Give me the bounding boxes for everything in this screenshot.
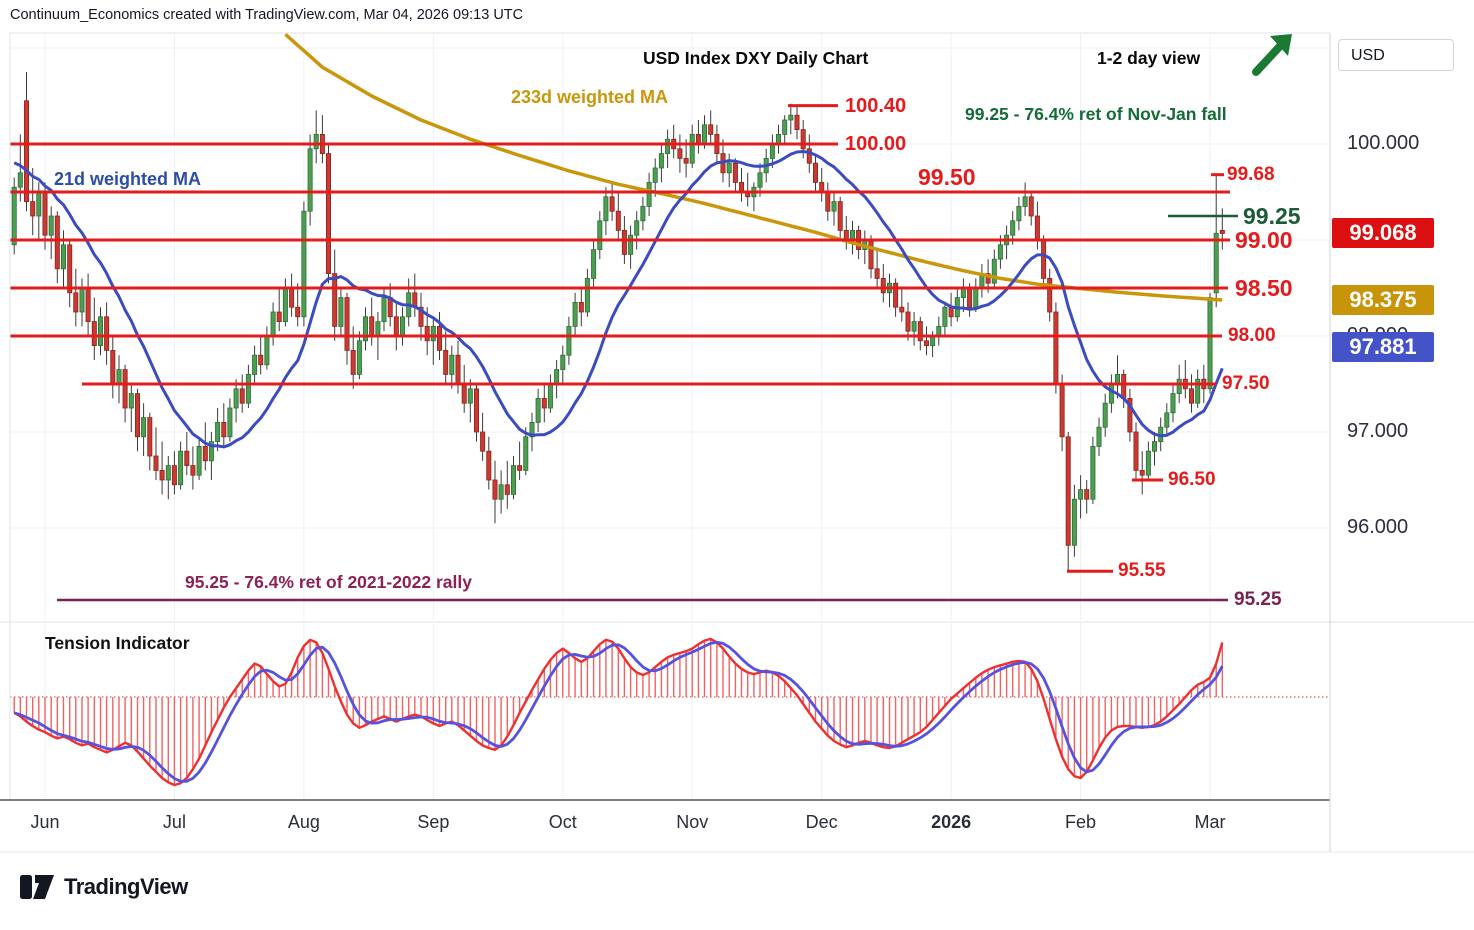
price-axis-badge: 99.068 xyxy=(1332,218,1434,249)
price-axis-tick: 96.000 xyxy=(1347,516,1409,538)
price-level-label: 99.68 xyxy=(1227,163,1275,185)
time-axis-label: Sep xyxy=(417,812,450,832)
retracement-novjan-label: 99.25 - 76.4% ret of Nov-Jan fall xyxy=(965,104,1227,124)
time-axis-label: Aug xyxy=(287,812,320,832)
price-axis-tick: 97.000 xyxy=(1347,420,1409,442)
time-axis-label: 2026 xyxy=(931,812,972,832)
time-axis-label: Jun xyxy=(30,812,60,832)
time-axis-label: Feb xyxy=(1065,812,1097,832)
retracement-2021-2022-label: 95.25 - 76.4% ret of 2021-2022 rally xyxy=(185,572,472,592)
trend-up-arrow-icon xyxy=(1252,34,1292,76)
ma21-label: 21d weighted MA xyxy=(54,169,202,189)
time-axis-label: Mar xyxy=(1194,812,1226,832)
view-horizon-label: 1-2 day view xyxy=(1097,48,1201,68)
price-axis-tick: 100.000 xyxy=(1347,132,1420,154)
tradingview-logo-icon xyxy=(20,875,54,899)
price-level-label: 95.55 xyxy=(1118,560,1166,582)
price-axis-badge: 98.375 xyxy=(1332,285,1434,315)
ma233-label: 233d weighted MA xyxy=(511,87,669,107)
tradingview-logo[interactable]: TradingView xyxy=(20,872,188,902)
time-axis-label: Oct xyxy=(548,812,577,832)
price-level-label: 98.50 xyxy=(1235,275,1293,301)
brand-name: TradingView xyxy=(64,874,188,899)
attribution-text: Continuum_Economics created with Trading… xyxy=(10,7,524,23)
price-level-label: 99.00 xyxy=(1235,227,1293,253)
time-axis-label: Nov xyxy=(676,812,709,832)
symbol-box[interactable]: USD xyxy=(1338,39,1454,71)
time-axis-label: Jul xyxy=(162,812,186,832)
price-level-label: 96.50 xyxy=(1168,469,1216,490)
page-title: USD Index DXY Daily Chart xyxy=(643,48,869,68)
price-level-label: 98.00 xyxy=(1228,325,1276,346)
price-level-label: 95.25 xyxy=(1234,589,1282,610)
price-level-label: 100.00 xyxy=(845,133,907,155)
indicator-title: Tension Indicator xyxy=(45,633,190,653)
price-level-label: 99.25 xyxy=(1243,203,1301,229)
price-level-label: 99.50 xyxy=(918,164,976,190)
price-level-label: 100.40 xyxy=(845,94,907,117)
price-level-label: 97.50 xyxy=(1222,373,1270,394)
time-axis-label: Dec xyxy=(805,812,838,832)
price-axis-badge: 97.881 xyxy=(1332,332,1434,363)
